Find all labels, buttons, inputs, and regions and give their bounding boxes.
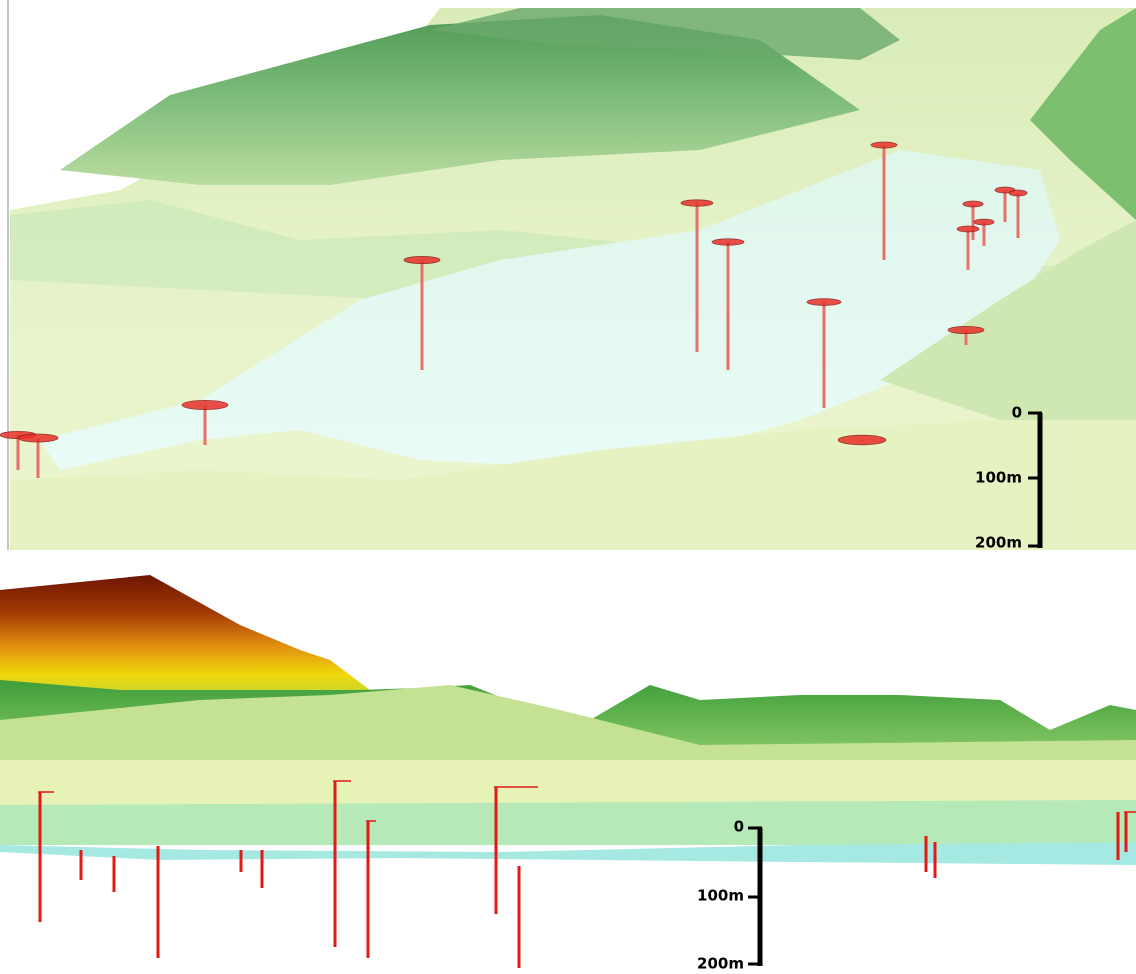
top-panel: 0 100m 200m [0,0,1136,552]
water-band [0,842,1136,865]
terrain-band [0,800,1136,845]
scale-label: 0 [734,818,744,836]
page: 0 100m 200m 0 100m 200m (() => { const d… [0,0,1136,974]
borehole-cap [948,326,984,333]
borehole-cap [182,400,228,409]
borehole-cap [404,256,440,263]
borehole-cap [807,299,841,306]
borehole-cap [1009,190,1027,196]
mountain [0,575,370,700]
scale-label: 200m [697,955,744,973]
borehole-cap [871,142,897,148]
borehole-cap [974,219,994,225]
borehole-cap [963,201,983,207]
borehole-cap [712,239,744,245]
scale-label: 200m [975,534,1022,552]
scene: 0 100m 200m 0 100m 200m [0,0,1136,974]
scale-label: 0 [1012,404,1022,422]
scale-label: 100m [697,887,744,905]
scale-label: 100m [975,469,1022,487]
bottom-panel: 0 100m 200m [0,575,1136,973]
borehole-cap [957,226,979,232]
borehole-cap [838,435,886,445]
borehole-cap [18,434,58,442]
borehole-cap [681,200,713,206]
